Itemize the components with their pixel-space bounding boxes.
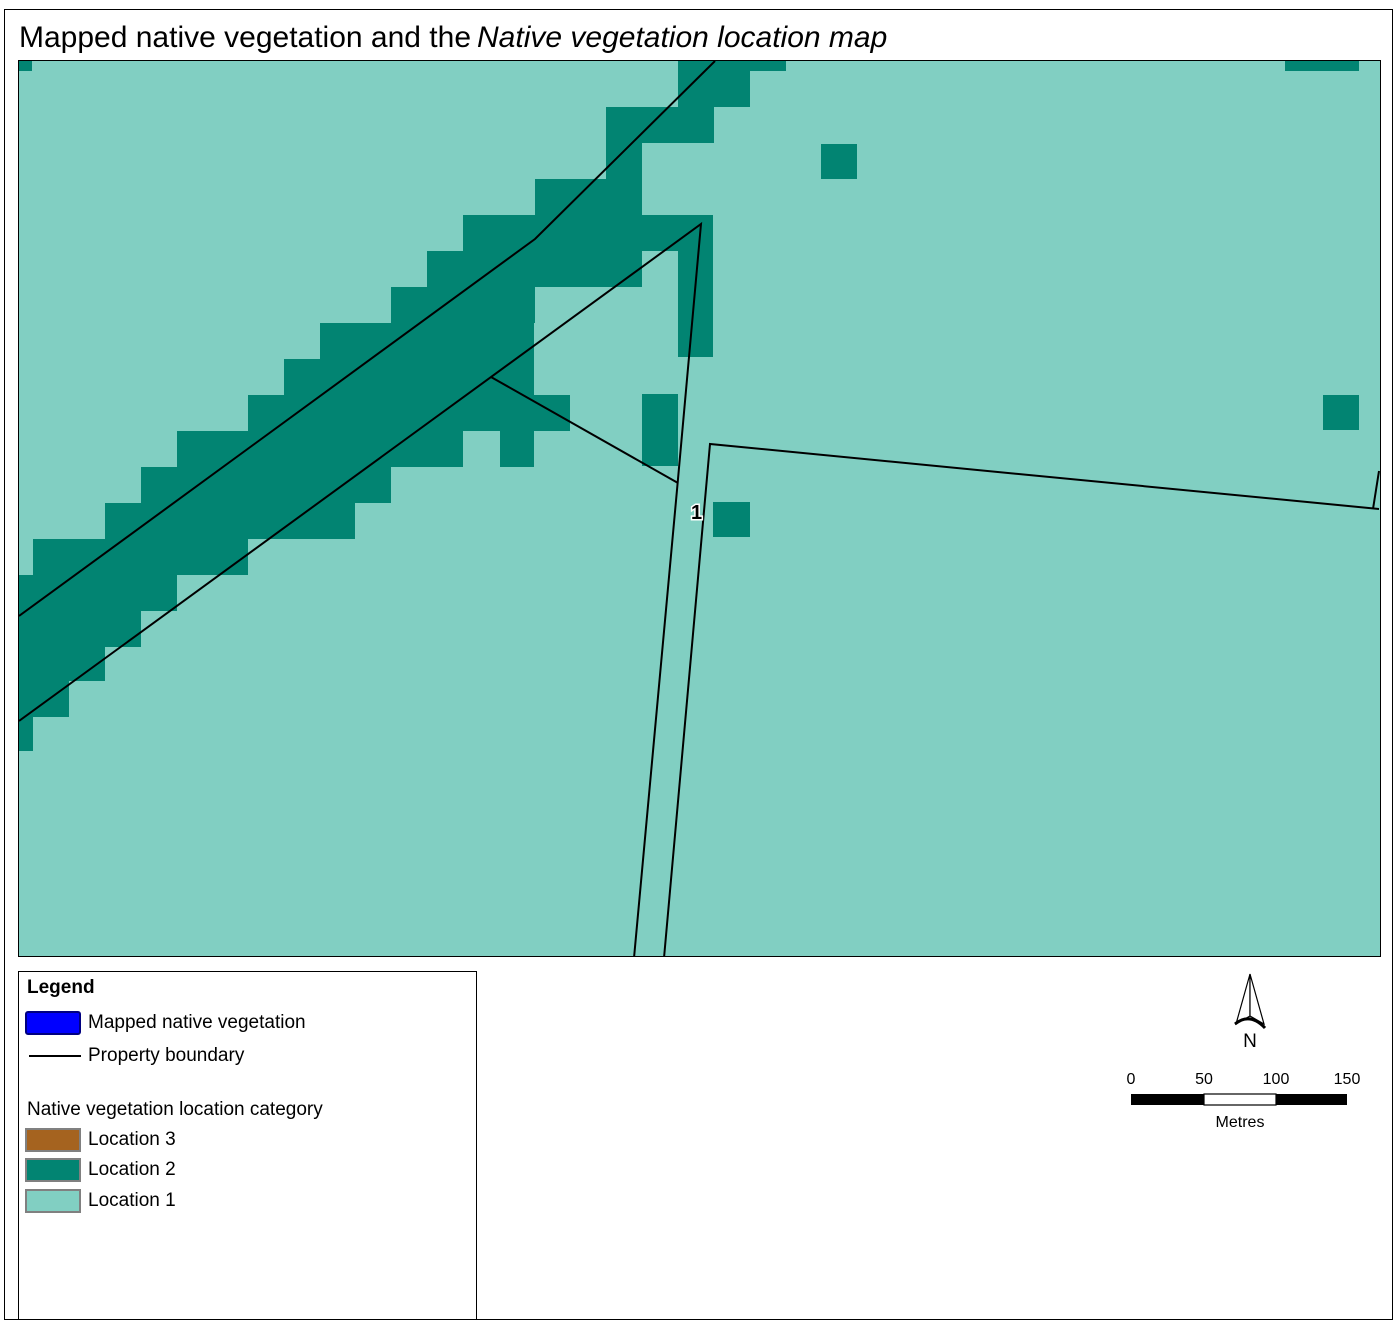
legend-item-mapped-native-vegetation: Mapped native vegetation: [25, 1009, 306, 1037]
legend-item-label: Mapped native vegetation: [88, 1012, 306, 1033]
legend-category-heading: Native vegetation location category: [27, 1099, 323, 1120]
map-title-plain: Mapped native vegetation and the: [19, 21, 472, 54]
boundary-east-stub: [1372, 470, 1380, 510]
map-layout-frame: [4, 9, 1393, 1320]
map-title: Mapped native vegetation and the Native v…: [19, 18, 887, 58]
property-boundary-lines: [19, 61, 1380, 956]
scale-bar-graphic: 0 50 100 150 Metres: [1127, 1071, 1361, 1131]
map-view[interactable]: 1: [18, 60, 1381, 957]
scale-bar: 0 50 100 150 Metres: [1110, 1066, 1380, 1136]
boundary-triangle-parcel: [19, 221, 703, 956]
north-arrow-icon: N: [1234, 973, 1267, 1052]
north-label: N: [1243, 1031, 1257, 1052]
location-2-swatch: [25, 1158, 81, 1182]
legend-category-location-1: Location 1: [25, 1187, 176, 1215]
location-2-cells: [19, 61, 1359, 751]
scale-tick-100: 100: [1263, 1071, 1290, 1088]
legend-item-property-boundary: Property boundary: [25, 1042, 244, 1070]
scale-tick-0: 0: [1127, 1071, 1136, 1088]
legend-category-label: Location 1: [88, 1190, 176, 1211]
legend-category-location-2: Location 2: [25, 1156, 176, 1184]
map-title-italic: Native vegetation location map: [477, 21, 888, 54]
property-boundary-swatch: [25, 1044, 81, 1068]
map-canvas: 1: [19, 61, 1380, 956]
legend-item-label: Property boundary: [88, 1045, 245, 1066]
boundary-parcel-divider: [490, 376, 679, 484]
parcel-label-1: 1: [691, 502, 702, 524]
location-3-swatch: [25, 1128, 81, 1152]
boundary-parcel-1: [663, 442, 1380, 956]
scale-tick-150: 150: [1334, 1071, 1361, 1088]
mapped-native-vegetation-swatch: [25, 1011, 81, 1035]
legend-panel: Legend Mapped native vegetation Property…: [18, 971, 477, 1320]
legend-category-location-3: Location 3: [25, 1126, 176, 1154]
north-arrow: N: [1225, 972, 1275, 1052]
legend-category-label: Location 2: [88, 1159, 176, 1180]
legend-category-label: Location 3: [88, 1129, 176, 1150]
legend-title: Legend: [27, 977, 95, 998]
location-1-swatch: [25, 1189, 81, 1213]
scale-unit: Metres: [1216, 1114, 1265, 1131]
scale-tick-50: 50: [1195, 1071, 1213, 1088]
boundary-road-north-edge: [19, 61, 716, 617]
